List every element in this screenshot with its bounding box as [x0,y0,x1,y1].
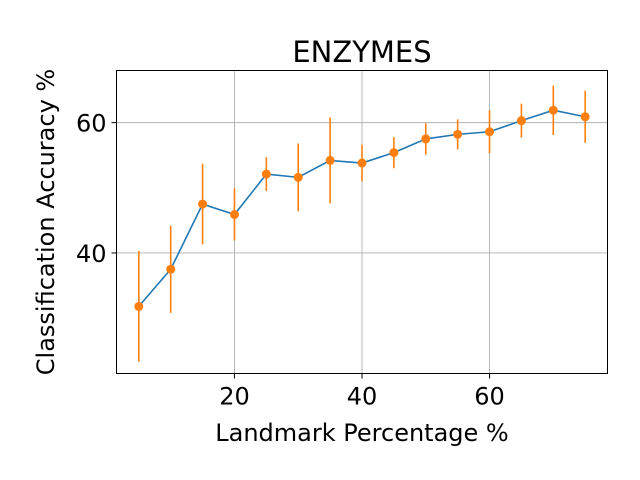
data-point [198,199,208,209]
data-point [421,134,431,144]
data-point [485,127,495,137]
ticks: 20 40 60 40 60 [76,110,505,411]
x-tick-label: 40 [347,383,378,411]
data-point [453,129,463,139]
x-axis-label: Landmark Percentage % [215,419,508,447]
x-tick-label: 20 [219,383,250,411]
data-point [389,148,399,158]
data-point [293,172,303,182]
series-layer [134,85,590,362]
data-point [166,264,176,274]
data-point [134,301,144,311]
data-point [229,210,239,220]
y-axis-label: Classification Accuracy % [32,69,60,375]
x-tick-label: 60 [474,383,505,411]
data-point [548,105,558,115]
data-point [580,112,590,122]
data-point [516,116,526,126]
y-tick-label: 60 [76,110,107,138]
data-point [357,158,367,168]
y-tick-label: 40 [76,240,107,268]
data-point [325,155,335,165]
chart-title: ENZYMES [292,35,431,69]
data-point [261,169,271,179]
